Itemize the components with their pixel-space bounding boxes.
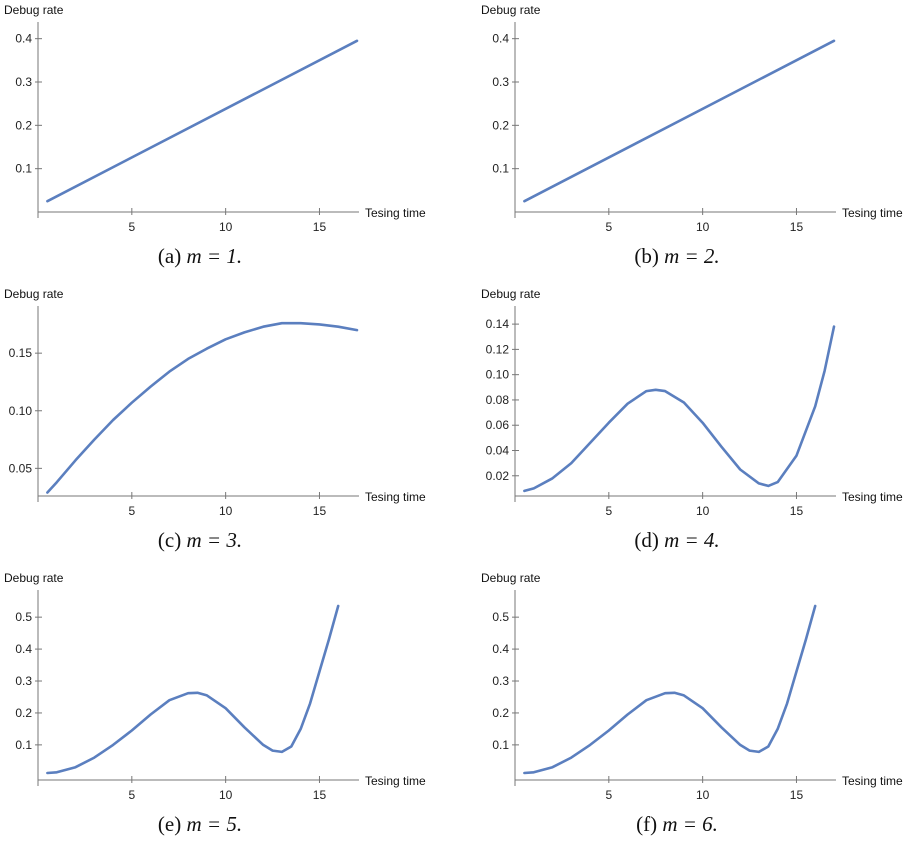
chart-panel-c: 0.05 0.10 0.15 5 10 15 Debug rate Tesing time (c… — [0, 284, 450, 564]
series-line — [46, 321, 359, 494]
y-tick-label: 0.3 — [15, 75, 32, 89]
y-tick-label: 0.10 — [486, 368, 510, 382]
y-tick-label: 0.4 — [492, 32, 509, 46]
x-tick-label: 15 — [790, 504, 804, 518]
y-tick-label: 0.05 — [9, 461, 33, 475]
x-axis-title: Tesing time — [365, 774, 426, 788]
caption-label: (b) — [634, 244, 665, 268]
y-tick-label: 0.4 — [492, 642, 509, 656]
x-tick-label: 10 — [219, 504, 233, 518]
chart-caption: (c) m = 3. — [0, 528, 400, 553]
y-tick-label: 0.15 — [9, 346, 33, 360]
caption-equation: m = 6. — [662, 812, 718, 836]
y-axis-title: Debug rate — [481, 571, 541, 585]
caption-label: (c) — [157, 528, 187, 552]
series-line — [523, 325, 836, 493]
x-tick-label: 10 — [219, 220, 233, 234]
chart-svg: 0.1 0.2 0.3 0.4 0.5 5 10 15 Debug rate Tesing tim… — [481, 571, 903, 802]
y-tick-label: 0.2 — [15, 118, 32, 132]
y-tick-label: 0.3 — [492, 75, 509, 89]
y-axis-title: Debug rate — [481, 287, 541, 301]
caption-equation: m = 5. — [186, 812, 243, 836]
chart-panel-e: 0.1 0.2 0.3 0.4 0.5 5 10 15 Debug rate Tesing tim… — [0, 568, 450, 848]
y-tick-label: 0.3 — [492, 674, 509, 688]
x-axis-title: Tesing time — [842, 206, 903, 220]
chart-svg: 0.02 0.04 0.06 0.08 0.10 0.12 0.14 5 10 15 Debug r… — [481, 287, 903, 518]
x-tick-label: 5 — [605, 220, 612, 234]
chart-caption: (e) m = 5. — [0, 812, 400, 837]
x-tick-label: 5 — [128, 220, 135, 234]
y-tick-label: 0.5 — [492, 610, 509, 624]
x-tick-label: 10 — [696, 220, 710, 234]
y-tick-label: 0.1 — [15, 738, 32, 752]
series-line — [46, 39, 359, 203]
y-axis-title: Debug rate — [4, 287, 64, 301]
y-tick-label: 0.2 — [492, 118, 509, 132]
chart-svg: 0.1 0.2 0.3 0.4 5 10 15 Debug rate Tesing time — [4, 3, 426, 234]
y-tick-label: 0.08 — [486, 393, 510, 407]
y-axis-title: Debug rate — [481, 3, 541, 17]
y-tick-label: 0.2 — [492, 706, 509, 720]
y-axis-title: Debug rate — [4, 571, 64, 585]
x-tick-label: 5 — [128, 504, 135, 518]
chart-svg: 0.05 0.10 0.15 5 10 15 Debug rate Tesing time — [4, 287, 426, 518]
y-tick-label: 0.10 — [9, 404, 33, 418]
series-line — [523, 604, 817, 775]
x-tick-label: 5 — [605, 788, 612, 802]
x-tick-label: 10 — [696, 504, 710, 518]
y-tick-label: 0.1 — [15, 162, 32, 176]
x-axis-title: Tesing time — [842, 774, 903, 788]
y-tick-label: 0.4 — [15, 32, 32, 46]
y-axis-title: Debug rate — [4, 3, 64, 17]
y-tick-label: 0.1 — [492, 162, 509, 176]
chart-panel-a: 0.1 0.2 0.3 0.4 5 10 15 Debug rate Tesing time (a… — [0, 0, 450, 280]
chart-svg: 0.1 0.2 0.3 0.4 5 10 15 Debug rate Tesing time — [481, 3, 903, 234]
y-tick-label: 0.02 — [486, 469, 510, 483]
caption-label: (d) — [634, 528, 665, 552]
y-tick-label: 0.1 — [492, 738, 509, 752]
caption-label: (f) — [636, 812, 663, 836]
chart-svg: 0.1 0.2 0.3 0.4 0.5 5 10 15 Debug rate Tesing tim… — [4, 571, 426, 802]
y-tick-label: 0.5 — [15, 610, 32, 624]
series-line — [523, 39, 836, 203]
x-tick-label: 15 — [313, 788, 327, 802]
x-tick-label: 5 — [605, 504, 612, 518]
y-tick-label: 0.06 — [486, 418, 510, 432]
chart-caption: (d) m = 4. — [477, 528, 877, 553]
y-tick-label: 0.3 — [15, 674, 32, 688]
y-tick-label: 0.12 — [486, 342, 510, 356]
caption-equation: m = 1. — [186, 244, 243, 268]
series-line — [46, 604, 340, 775]
x-tick-label: 15 — [313, 504, 327, 518]
chart-panel-f: 0.1 0.2 0.3 0.4 0.5 5 10 15 Debug rate Tesing tim… — [477, 568, 920, 848]
y-tick-label: 0.04 — [486, 444, 510, 458]
caption-equation: m = 4. — [664, 528, 720, 552]
caption-equation: m = 2. — [664, 244, 720, 268]
x-axis-title: Tesing time — [365, 490, 426, 504]
x-tick-label: 15 — [790, 220, 804, 234]
x-axis-title: Tesing time — [365, 206, 426, 220]
caption-label: (a) — [157, 244, 187, 268]
x-tick-label: 10 — [219, 788, 233, 802]
y-tick-label: 0.2 — [15, 706, 32, 720]
caption-label: (e) — [157, 812, 187, 836]
x-tick-label: 10 — [696, 788, 710, 802]
chart-caption: (a) m = 1. — [0, 244, 400, 269]
x-tick-label: 5 — [128, 788, 135, 802]
x-tick-label: 15 — [790, 788, 804, 802]
chart-caption: (f) m = 6. — [477, 812, 877, 837]
caption-equation: m = 3. — [186, 528, 243, 552]
chart-panel-b: 0.1 0.2 0.3 0.4 5 10 15 Debug rate Tesing time (b… — [477, 0, 920, 280]
y-tick-label: 0.4 — [15, 642, 32, 656]
y-tick-label: 0.14 — [486, 317, 510, 331]
chart-panel-d: 0.02 0.04 0.06 0.08 0.10 0.12 0.14 5 10 15 Debug r… — [477, 284, 920, 564]
chart-caption: (b) m = 2. — [477, 244, 877, 269]
x-axis-title: Tesing time — [842, 490, 903, 504]
x-tick-label: 15 — [313, 220, 327, 234]
